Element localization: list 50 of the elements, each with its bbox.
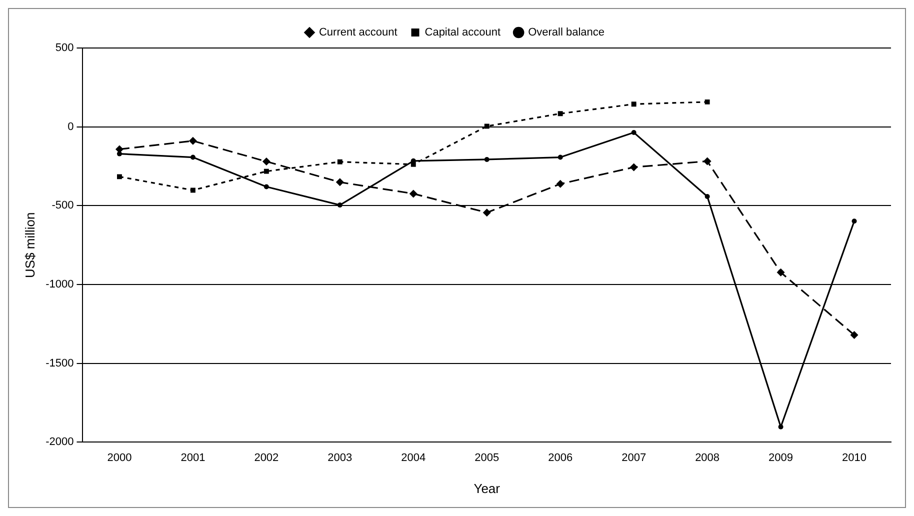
- point: [409, 190, 418, 198]
- point: [337, 202, 342, 208]
- point: [482, 208, 491, 217]
- point: [410, 162, 416, 167]
- legend-label: Current account: [318, 26, 398, 39]
- point: [631, 130, 636, 136]
- point: [704, 194, 710, 200]
- x-tick-label: 2007: [622, 452, 646, 464]
- point: [703, 157, 712, 166]
- x-tick-label: 2002: [254, 452, 279, 464]
- x-tick-label: 2004: [401, 452, 426, 464]
- point: [117, 174, 122, 180]
- point: [852, 218, 857, 224]
- x-tick-label: 2008: [695, 452, 720, 464]
- point: [190, 188, 196, 193]
- y-axis-title: US$ million: [22, 212, 38, 278]
- point: [264, 184, 269, 190]
- legend-label: Overall balance: [528, 26, 605, 39]
- point: [264, 168, 269, 174]
- point: [262, 158, 270, 166]
- point: [484, 124, 490, 129]
- x-tick-label: 2010: [842, 452, 867, 464]
- point: [778, 424, 784, 430]
- point: [558, 111, 563, 116]
- point: [704, 99, 710, 104]
- x-tick-label: 2000: [107, 452, 132, 464]
- y-tick-label: -1500: [46, 357, 74, 370]
- point: [188, 136, 197, 145]
- x-tick-label: 2001: [180, 452, 206, 464]
- point: [484, 156, 490, 162]
- point: [631, 102, 636, 107]
- legend-label: Capital account: [424, 26, 501, 39]
- point: [190, 154, 196, 160]
- x-tick-label: 2009: [768, 452, 794, 464]
- y-tick-label: -1000: [46, 278, 74, 291]
- point: [558, 154, 563, 160]
- x-tick-label: 2006: [548, 452, 573, 464]
- x-tick-label: 2005: [474, 452, 500, 464]
- point: [336, 178, 344, 186]
- x-tick-label: 2003: [328, 452, 352, 464]
- point: [556, 180, 564, 188]
- point: [630, 163, 638, 172]
- point: [776, 268, 785, 276]
- point: [337, 159, 342, 164]
- y-tick-label: 0: [68, 120, 74, 133]
- x-axis-title: Year: [474, 480, 501, 496]
- point: [850, 330, 858, 339]
- y-tick-label: -2000: [46, 436, 74, 448]
- y-tick-label: -500: [52, 200, 74, 212]
- y-tick-label: 500: [55, 42, 74, 54]
